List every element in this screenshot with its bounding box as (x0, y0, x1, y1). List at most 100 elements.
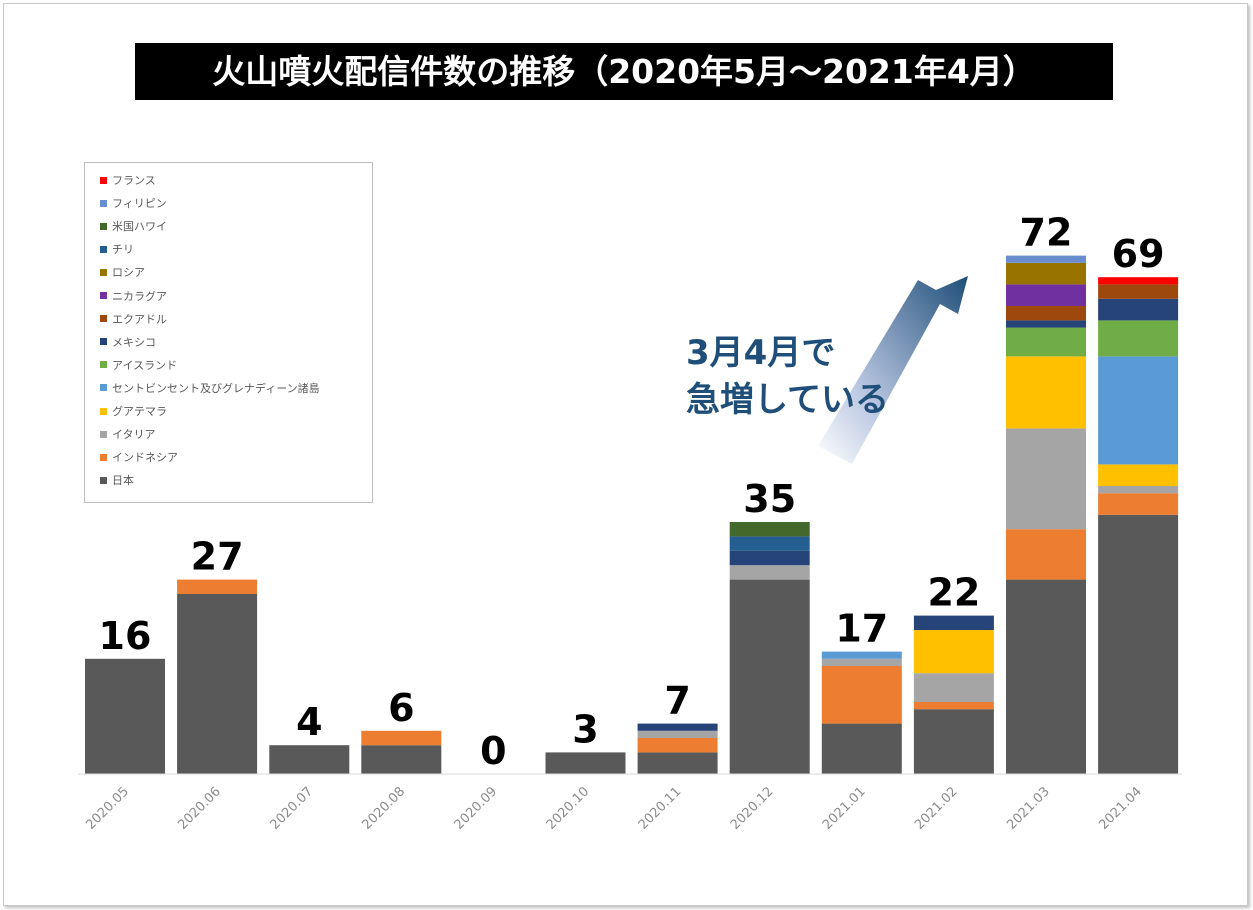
bar-segment-2020.10-0 (545, 752, 626, 774)
legend-item: チリ (100, 242, 134, 258)
x-tick-label-2020.05: 2020.05 (83, 784, 132, 833)
bar-segment-2021.04-13 (1098, 277, 1179, 285)
bar-segment-2021.01-2 (821, 658, 902, 666)
annotation-line-2: 急増している (686, 380, 889, 420)
legend-item: グアテマラ (100, 404, 167, 420)
bar-segment-2021.03-6 (1006, 320, 1086, 328)
legend-swatch (100, 292, 107, 299)
total-label-2021.03: 72 (1020, 211, 1073, 255)
bar-segment-2020.12-0 (729, 579, 810, 774)
legend-label: アイスランド (112, 358, 178, 372)
bar-segment-2021.04-3 (1098, 464, 1179, 486)
legend-swatch (100, 430, 107, 438)
legend-label: インドネシア (112, 451, 178, 465)
bar-segment-2020.11-6 (637, 723, 718, 731)
x-tick-label-2020.08: 2020.08 (360, 784, 409, 833)
x-tick-label-2020.07: 2020.07 (268, 784, 317, 833)
bar-segment-2021.04-7 (1098, 284, 1179, 299)
legend-swatch (100, 268, 107, 276)
total-label-2020.11: 7 (664, 679, 690, 723)
bar-segment-2021.04-4 (1098, 356, 1179, 465)
legend-label: グアテマラ (112, 405, 167, 418)
bar-segment-2020.06-0 (177, 594, 258, 774)
total-label-2021.01: 17 (835, 607, 888, 651)
x-tick-label-2021.04: 2021.04 (1096, 784, 1145, 833)
legend-label: フランス (112, 174, 156, 187)
bar-segment-2020.08-0 (361, 745, 442, 774)
total-label-2021.04: 69 (1112, 232, 1165, 276)
bar-segment-2021.02-6 (913, 615, 994, 630)
bar-segment-2020.11-0 (637, 752, 718, 774)
bar-segment-2021.01-1 (821, 666, 902, 724)
legend-item: セントビンセント及びグレナディーン諸島 (100, 381, 320, 397)
total-label-2020.05: 16 (99, 614, 152, 658)
legend-label: 日本 (112, 474, 134, 488)
legend-swatch (100, 222, 107, 230)
chart-title: 火山噴火配信件数の推移（2020年5月～2021年4月） (135, 43, 1113, 100)
bar-segment-2021.01-0 (821, 723, 902, 774)
legend-swatch (100, 245, 107, 253)
legend-label: 米国ハワイ (112, 220, 167, 234)
legend-label: セントビンセント及びグレナディーン諸島 (112, 381, 320, 395)
legend-label: フィリピン (112, 197, 167, 211)
x-tick-label-2020.06: 2020.06 (175, 784, 224, 833)
legend-item: エクアドル (100, 312, 167, 328)
legend-item: イタリア (100, 427, 156, 443)
legend-item: 米国ハワイ (100, 219, 167, 235)
legend-swatch (100, 315, 107, 323)
x-tick-label-2020.11: 2020.11 (636, 784, 685, 833)
bar-segment-2021.01-4 (821, 651, 902, 659)
legend: フランス フィリピン 米国ハワイ チリ ロシア ニカラグア エクアドル メキシコ アイスランドセ… (84, 162, 373, 503)
total-label-2021.02: 22 (927, 571, 980, 615)
legend-item: ニカラグア (100, 289, 167, 305)
legend-label: エクアドル (112, 312, 167, 326)
annotation-line-1: 3月4月で (686, 333, 836, 373)
total-label-2020.09: 0 (480, 729, 506, 773)
legend-swatch (100, 338, 107, 346)
legend-swatch (100, 476, 107, 484)
total-label-2020.07: 4 (296, 700, 322, 744)
bar-segment-2021.03-2 (1006, 428, 1086, 530)
legend-item: メキシコ (100, 335, 156, 351)
legend-swatch (100, 199, 107, 207)
legend-label: ニカラグア (112, 289, 167, 303)
bar-segment-2020.12-6 (729, 550, 810, 566)
total-label-2020.12: 35 (743, 477, 796, 521)
bar-segment-2020.12-10 (729, 536, 810, 551)
bar-segment-2020.05-0 (85, 658, 165, 774)
bar-segment-2021.03-9 (1006, 262, 1086, 285)
legend-item: アイスランド (100, 358, 177, 374)
x-tick-label-2020.10: 2020.10 (544, 784, 593, 833)
increase-arrow (818, 276, 968, 464)
bar-segment-2020.11-2 (637, 730, 718, 738)
total-label-2020.08: 6 (388, 686, 414, 730)
bar-segment-2021.03-0 (1006, 579, 1086, 774)
bar-segment-2021.04-2 (1098, 486, 1179, 494)
x-tick-label-2021.02: 2021.02 (912, 784, 961, 833)
bar-segment-2020.08-1 (361, 730, 442, 746)
x-tick-label-2021.01: 2021.01 (820, 784, 869, 833)
bar-segment-2021.04-6 (1098, 298, 1179, 321)
legend-swatch (100, 384, 107, 392)
x-tick-label-2020.12: 2020.12 (728, 784, 777, 833)
total-label-2020.06: 27 (191, 535, 244, 579)
bar-segment-2021.03-7 (1006, 306, 1086, 321)
bar-segment-2020.07-0 (269, 745, 350, 774)
bar-segment-2021.02-0 (913, 709, 994, 774)
bar-segment-2021.03-3 (1006, 356, 1086, 429)
bar-segment-2020.12-11 (729, 522, 810, 537)
legend-item: 日本 (100, 473, 134, 489)
bar-segment-2021.03-5 (1006, 327, 1086, 357)
x-tick-label-2021.03: 2021.03 (1004, 784, 1053, 833)
bar-segment-2021.03-1 (1006, 529, 1086, 580)
legend-item: フィリピン (100, 196, 167, 212)
bar-segment-2020.12-2 (729, 565, 810, 580)
total-label-2020.10: 3 (572, 707, 598, 751)
legend-label: メキシコ (112, 335, 156, 349)
bar-segment-2020.11-1 (637, 738, 718, 753)
bar-segment-2021.04-1 (1098, 493, 1179, 515)
bar-segment-2021.04-0 (1098, 514, 1179, 774)
bar-segment-2021.04-5 (1098, 320, 1179, 357)
bar-segment-2021.02-1 (913, 702, 994, 710)
legend-swatch (100, 407, 107, 415)
